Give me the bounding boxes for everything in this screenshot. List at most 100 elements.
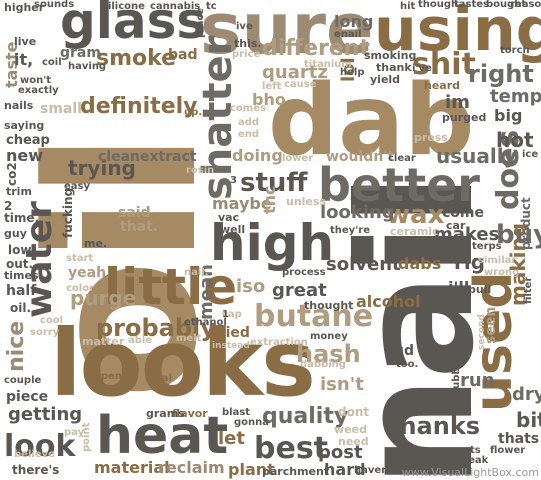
word-alcohol: alcohol [356, 292, 421, 311]
word-solvent: solvent [326, 254, 401, 275]
word-post: post [318, 442, 363, 463]
word-live: live [14, 35, 37, 48]
word-coil: coil [42, 57, 62, 68]
word-nail2: nail. [184, 267, 209, 278]
word-temp: temp [490, 86, 541, 107]
word-wrong: wrong [484, 267, 520, 278]
word-help: help [340, 67, 365, 78]
word-one: 1 [222, 309, 229, 320]
word-look: look [4, 429, 76, 464]
word-vac: vac [218, 211, 240, 224]
word-saying: saying [4, 119, 45, 132]
word-color: color [66, 283, 95, 294]
word-super: super [420, 295, 456, 308]
word-trim: trim [6, 185, 32, 198]
word-big: big [494, 106, 523, 125]
word-second: second [477, 314, 487, 350]
word-smoking: smoking [364, 49, 417, 62]
word-blast: blast [222, 407, 251, 418]
word-price: price [232, 49, 261, 60]
word-usually: usually [436, 144, 517, 168]
word-ive: i've [412, 63, 432, 74]
word-long: long [334, 12, 374, 31]
word-process: process [282, 267, 326, 278]
word-gonna: gonna [234, 417, 270, 428]
word-bho: bho [252, 90, 286, 109]
word-yeah: yeah [68, 265, 107, 281]
word-wax: wax [386, 200, 445, 230]
word-melt: melt [176, 333, 202, 344]
word-comes: comes [230, 103, 266, 114]
word-small: small [40, 101, 82, 117]
word-quartz: quartz [262, 62, 328, 83]
word-too: too. [396, 359, 419, 370]
word-flower: flower [490, 445, 526, 456]
word-hash: hash [296, 340, 361, 368]
word-couple: couple [4, 375, 42, 386]
word-money: money [310, 331, 348, 342]
word-end: end [238, 129, 260, 140]
watermark-text: www.VisualLightBox.com [401, 466, 539, 479]
word-best: best [254, 431, 329, 466]
word-im: im [445, 92, 470, 113]
word-bubble: bubble [451, 357, 462, 396]
word-cheap: cheap [6, 133, 50, 148]
word-three: 3 [230, 175, 237, 186]
word-ethanol: ethanol [184, 317, 227, 328]
word-press: press [414, 131, 448, 144]
word-guy: guy [4, 227, 27, 240]
word-high: high [210, 214, 335, 272]
word-weed: weed [334, 423, 367, 436]
word-oil2: oil. [10, 301, 32, 315]
word-maybe: maybe [212, 194, 272, 213]
word-nails: nails [4, 99, 34, 112]
word-sure: sure [200, 0, 374, 70]
word-ive2: ive [236, 21, 253, 32]
word-rosin: rosin [186, 165, 215, 176]
word-thc: thc [260, 185, 279, 214]
word-exactly: exactly [18, 85, 59, 96]
word-tc: tc [206, 1, 217, 12]
word-right: right [468, 60, 534, 88]
word-buy: buy [496, 220, 541, 250]
word-similar: similar [478, 255, 517, 266]
word-better: better [318, 158, 480, 212]
word-dabbing: dabbing [300, 359, 346, 370]
word-two: 2 [4, 199, 13, 213]
word-parchment: parchment [262, 465, 330, 478]
word-well: well [220, 223, 246, 236]
word-let: let [218, 428, 245, 449]
word-titanium: titanium [304, 59, 352, 70]
word-using: using [374, 0, 541, 65]
word-material: material [94, 458, 170, 477]
word-gram: gram [60, 45, 101, 61]
word-bad: bad [168, 47, 198, 63]
word-open: open [94, 371, 122, 382]
word-said: said [118, 205, 151, 221]
word-filter: filter [523, 276, 534, 304]
word-havent: haven't [354, 465, 397, 476]
word-though: though. [418, 0, 462, 10]
word-product: product [519, 197, 533, 250]
word-cannabis: cannabis [150, 1, 201, 12]
word-stuff: stuff [240, 168, 308, 198]
word-need: need [338, 435, 369, 448]
word-extraction: extraction [250, 337, 308, 348]
word-plant: plant [228, 460, 275, 479]
word-thought: thought [304, 299, 354, 312]
word-half: half [6, 283, 37, 299]
word-hot: hot [496, 128, 534, 152]
word-reclaim: reclaim [158, 458, 225, 477]
word-torch: torch [500, 45, 530, 56]
word-place: place [195, 7, 206, 38]
word-reason: reason [510, 0, 541, 10]
word-new: new [6, 146, 44, 165]
word-smoke: smoke [96, 46, 177, 71]
word-doing: doing [232, 146, 283, 165]
word-hit: hit [400, 1, 416, 12]
word-able: able [128, 335, 153, 346]
word-ceramic: ceramic [390, 225, 439, 238]
word-looks: looks [50, 310, 316, 417]
word-easy: easy [64, 181, 91, 192]
word-terps: terps [472, 241, 502, 252]
